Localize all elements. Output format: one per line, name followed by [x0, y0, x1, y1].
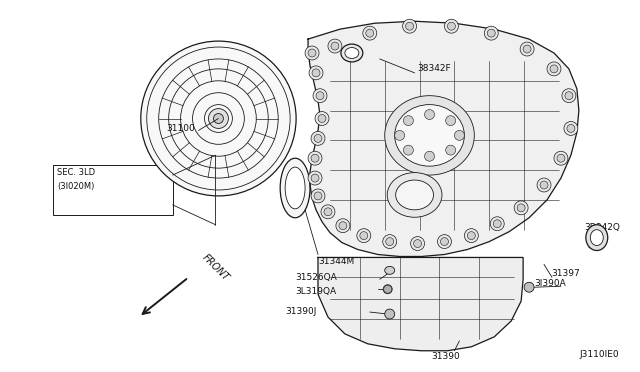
Circle shape: [312, 69, 320, 77]
Bar: [53, 165, 173, 215]
Circle shape: [554, 151, 568, 165]
Circle shape: [308, 49, 316, 57]
Circle shape: [557, 154, 565, 162]
Circle shape: [547, 62, 561, 76]
Circle shape: [363, 26, 377, 40]
Ellipse shape: [586, 225, 608, 250]
Circle shape: [305, 46, 319, 60]
Text: 38342F: 38342F: [417, 64, 451, 73]
Circle shape: [318, 115, 326, 122]
Circle shape: [314, 192, 322, 200]
Text: SEC. 3LD: SEC. 3LD: [57, 168, 95, 177]
Text: 31100: 31100: [166, 124, 195, 133]
Ellipse shape: [395, 105, 465, 166]
Circle shape: [309, 66, 323, 80]
Text: FRONT: FRONT: [200, 252, 231, 283]
Circle shape: [514, 201, 528, 215]
Circle shape: [523, 45, 531, 53]
Circle shape: [311, 131, 325, 145]
Circle shape: [524, 282, 534, 292]
Circle shape: [403, 19, 417, 33]
Ellipse shape: [385, 266, 395, 274]
Circle shape: [315, 112, 329, 125]
Circle shape: [403, 145, 413, 155]
Circle shape: [444, 19, 458, 33]
Circle shape: [209, 109, 228, 128]
Circle shape: [313, 89, 327, 103]
Circle shape: [360, 232, 368, 240]
Circle shape: [564, 122, 578, 135]
Circle shape: [445, 116, 456, 126]
Circle shape: [465, 229, 478, 243]
Circle shape: [384, 285, 392, 293]
Ellipse shape: [396, 180, 433, 210]
Circle shape: [487, 29, 495, 37]
Circle shape: [321, 205, 335, 219]
Text: 31344M: 31344M: [318, 257, 355, 266]
Circle shape: [308, 151, 322, 165]
Circle shape: [424, 110, 435, 119]
Text: (3I020M): (3I020M): [57, 182, 95, 190]
Circle shape: [517, 204, 525, 212]
Circle shape: [411, 237, 424, 250]
Circle shape: [467, 232, 476, 240]
Circle shape: [403, 116, 413, 126]
Circle shape: [336, 219, 350, 232]
Text: J3110IE0: J3110IE0: [579, 350, 619, 359]
Circle shape: [141, 41, 296, 196]
Circle shape: [540, 181, 548, 189]
Circle shape: [567, 125, 575, 132]
Circle shape: [366, 29, 374, 37]
Circle shape: [520, 42, 534, 56]
Circle shape: [385, 309, 395, 319]
Circle shape: [316, 92, 324, 100]
Circle shape: [331, 42, 339, 50]
Ellipse shape: [345, 48, 359, 58]
Circle shape: [484, 26, 498, 40]
Circle shape: [386, 238, 394, 246]
Ellipse shape: [341, 44, 363, 62]
Ellipse shape: [385, 96, 474, 175]
Text: 3B342Q: 3B342Q: [584, 223, 620, 232]
Ellipse shape: [383, 285, 392, 294]
Circle shape: [493, 220, 501, 228]
Text: 31526QA: 31526QA: [295, 273, 337, 282]
Circle shape: [214, 113, 223, 124]
Circle shape: [357, 229, 371, 243]
Polygon shape: [318, 257, 523, 351]
Circle shape: [311, 154, 319, 162]
Circle shape: [311, 189, 325, 203]
Text: 31390: 31390: [431, 352, 460, 361]
Circle shape: [406, 22, 413, 30]
Circle shape: [537, 178, 551, 192]
Ellipse shape: [387, 173, 442, 217]
Circle shape: [311, 174, 319, 182]
Polygon shape: [308, 21, 579, 256]
Text: 3I390A: 3I390A: [534, 279, 566, 288]
Circle shape: [550, 65, 558, 73]
Circle shape: [490, 217, 504, 231]
Text: 31390J: 31390J: [285, 307, 317, 315]
Circle shape: [324, 208, 332, 216]
Circle shape: [395, 131, 404, 140]
Text: 3L319QA: 3L319QA: [295, 287, 336, 296]
Circle shape: [562, 89, 576, 103]
Ellipse shape: [285, 167, 305, 209]
Circle shape: [445, 145, 456, 155]
Circle shape: [308, 171, 322, 185]
Circle shape: [314, 134, 322, 142]
Circle shape: [413, 240, 422, 247]
Circle shape: [438, 235, 451, 248]
Ellipse shape: [590, 230, 604, 246]
Circle shape: [447, 22, 456, 30]
Text: 31397: 31397: [551, 269, 580, 278]
Circle shape: [440, 238, 449, 246]
Circle shape: [383, 235, 397, 248]
Circle shape: [454, 131, 465, 140]
Circle shape: [424, 151, 435, 161]
Circle shape: [328, 39, 342, 53]
Circle shape: [339, 222, 347, 230]
Ellipse shape: [280, 158, 310, 218]
Circle shape: [565, 92, 573, 100]
